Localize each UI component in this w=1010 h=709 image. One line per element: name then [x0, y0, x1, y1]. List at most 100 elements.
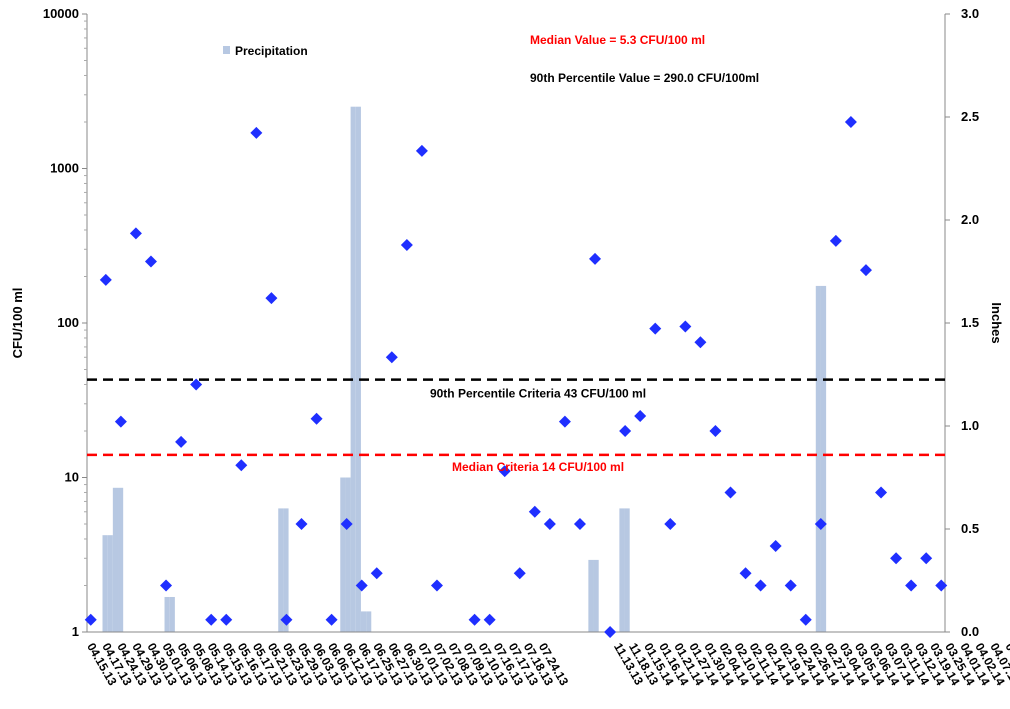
data-point	[325, 613, 338, 626]
data-point	[280, 613, 293, 626]
data-point	[498, 465, 511, 478]
data-point	[724, 486, 737, 499]
data-point	[905, 579, 918, 592]
data-point	[694, 336, 707, 349]
data-point	[385, 351, 398, 364]
data-point	[814, 518, 827, 531]
data-point	[205, 613, 218, 626]
data-point	[340, 518, 353, 531]
data-point	[370, 567, 383, 580]
y2-tick-label: 2.0	[961, 212, 979, 227]
y-tick-label: 100	[57, 315, 79, 330]
precipitation-bar	[112, 487, 119, 632]
data-point	[709, 424, 722, 437]
data-point	[543, 518, 556, 531]
data-point	[799, 613, 812, 626]
precipitation-bar	[345, 477, 351, 632]
data-point	[573, 518, 586, 531]
data-point	[144, 255, 157, 268]
data-point	[175, 435, 188, 448]
precipitation-bar	[278, 508, 284, 632]
data-point	[604, 626, 617, 638]
data-point	[528, 505, 541, 518]
data-point	[99, 273, 112, 286]
precipitation-bar	[360, 611, 367, 632]
data-point	[310, 412, 323, 425]
data-point	[664, 518, 677, 531]
data-point	[829, 234, 842, 247]
precipitation-bar	[815, 285, 821, 632]
precipitation-bar	[107, 535, 113, 632]
y2-tick-label: 1.5	[961, 315, 979, 330]
data-point	[84, 613, 97, 626]
precipitation-bar	[624, 508, 630, 632]
precipitation-bar	[102, 535, 108, 632]
data-point	[250, 126, 263, 139]
data-point	[220, 613, 233, 626]
data-point	[430, 579, 443, 592]
precipitation-bar	[355, 106, 361, 632]
data-point	[619, 424, 632, 437]
data-point	[114, 415, 127, 428]
precipitation-bar	[593, 559, 599, 632]
data-point	[558, 415, 571, 428]
reference-line-label: 90th Percentile Criteria 43 CFU/100 ml	[430, 387, 646, 401]
precipitation-bar	[118, 487, 124, 632]
y2-tick-label: 1.0	[961, 418, 979, 433]
data-point	[190, 378, 203, 391]
precipitation-bars	[102, 106, 827, 632]
data-point	[129, 227, 142, 240]
precipitation-bar	[283, 508, 289, 632]
data-point	[739, 567, 752, 580]
data-point	[679, 320, 692, 333]
data-point	[920, 552, 933, 565]
data-point	[754, 579, 767, 592]
data-point	[589, 252, 602, 265]
data-point	[513, 567, 526, 580]
data-point	[935, 579, 948, 592]
data-point	[649, 322, 662, 335]
cfu-markers	[84, 115, 948, 638]
chart-text: 1 10 100 1000 10000 0.0 0.5 1.0 1.5 2.0 2.5 3.0 CFU/…	[10, 6, 1010, 688]
data-point	[769, 540, 782, 553]
reference-line-label: Median Criteria 14 CFU/100 ml	[452, 460, 624, 474]
annotation-median-value: Median Value = 5.3 CFU/100 ml	[530, 33, 705, 47]
y2-tick-label: 3.0	[961, 6, 979, 21]
y2-tick-label: 0.0	[961, 624, 979, 639]
precipitation-bar	[169, 596, 175, 632]
data-point	[400, 238, 413, 251]
precipitation-bar	[619, 508, 625, 632]
data-point	[859, 264, 872, 277]
y-tick-label: 10000	[43, 6, 79, 21]
y-tick-label: 1	[72, 624, 79, 639]
y-axis-title: CFU/100 ml	[10, 288, 25, 359]
y-tick-label: 1000	[50, 161, 79, 176]
legend-swatch	[223, 46, 230, 54]
data-point	[875, 486, 888, 499]
data-point	[295, 518, 308, 531]
y2-tick-label: 0.5	[961, 521, 979, 536]
data-point	[235, 459, 248, 472]
y2-axis-title: Inches	[989, 302, 1004, 343]
data-point	[415, 144, 428, 157]
precipitation-bar	[820, 285, 827, 632]
data-point	[265, 292, 278, 305]
precipitation-bar	[366, 611, 372, 632]
precipitation-bar	[340, 477, 346, 632]
data-point	[634, 410, 647, 423]
data-point	[844, 115, 857, 128]
precipitation-bar	[350, 106, 356, 632]
annotation-90th-value: 90th Percentile Value = 290.0 CFU/100ml	[530, 71, 759, 85]
precipitation-bar	[164, 596, 170, 632]
data-point	[784, 579, 797, 592]
y-tick-label: 10	[65, 470, 79, 485]
legend-label: Precipitation	[235, 44, 308, 58]
data-point	[468, 613, 481, 626]
axes	[82, 13, 950, 633]
data-point	[483, 613, 496, 626]
y2-tick-label: 2.5	[961, 109, 979, 124]
data-point	[160, 579, 173, 592]
data-point	[890, 552, 903, 565]
